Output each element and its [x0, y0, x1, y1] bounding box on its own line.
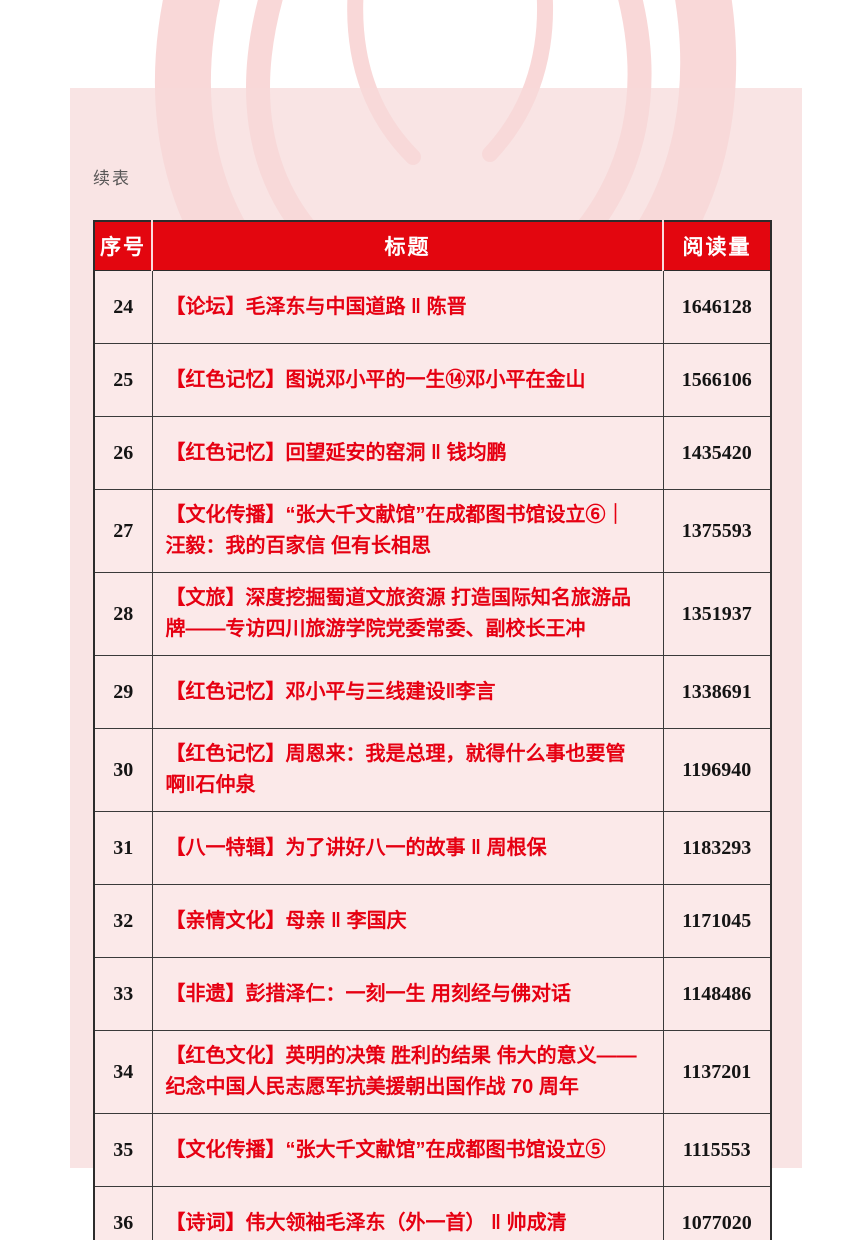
table-row: 28 【文旅】深度挖掘蜀道文旅资源 打造国际知名旅游品 牌——专访四川旅游学院党…	[93, 572, 772, 656]
row-number: 24	[93, 270, 153, 344]
row-number: 28	[93, 572, 153, 656]
article-title: 【诗词】伟大领袖毛泽东（外一首） ‖ 帅成清	[151, 1186, 664, 1240]
article-title: 【论坛】毛泽东与中国道路 ‖ 陈晋	[151, 270, 664, 344]
read-count: 1077020	[662, 1186, 772, 1240]
read-count: 1338691	[662, 655, 772, 729]
table-row: 36 【诗词】伟大领袖毛泽东（外一首） ‖ 帅成清 1077020	[93, 1186, 772, 1240]
row-number: 36	[93, 1186, 153, 1240]
article-title: 【红色记忆】回望延安的窑洞 ‖ 钱均鹏	[151, 416, 664, 490]
table-row: 35 【文化传播】“张大千文献馆”在成都图书馆设立⑤ 1115553	[93, 1113, 772, 1187]
read-count: 1351937	[662, 572, 772, 656]
article-title: 【文旅】深度挖掘蜀道文旅资源 打造国际知名旅游品 牌——专访四川旅游学院党委常委…	[151, 572, 664, 656]
column-header-reads: 阅读量	[662, 221, 771, 271]
read-count: 1566106	[662, 343, 772, 417]
read-count: 1435420	[662, 416, 772, 490]
articles-table: 序号 标题 阅读量 24 【论坛】毛泽东与中国道路 ‖ 陈晋 1646128 2…	[93, 220, 772, 1240]
table-row: 29 【红色记忆】邓小平与三线建设‖李言 1338691	[93, 655, 772, 729]
content-panel: 续表 序号 标题 阅读量 24 【论坛】毛泽东与中国道路 ‖ 陈晋 164612…	[70, 88, 802, 1240]
article-title: 【非遗】彭措泽仁：一刻一生 用刻经与佛对话	[151, 957, 664, 1031]
row-number: 32	[93, 884, 153, 958]
table-row: 30 【红色记忆】周恩来：我是总理，就得什么事也要管 啊‖石仲泉 1196940	[93, 728, 772, 812]
article-title: 【红色记忆】邓小平与三线建设‖李言	[151, 655, 664, 729]
article-title: 【红色文化】英明的决策 胜利的结果 伟大的意义—— 纪念中国人民志愿军抗美援朝出…	[151, 1030, 664, 1114]
read-count: 1148486	[662, 957, 772, 1031]
row-number: 34	[93, 1030, 153, 1114]
column-header-title: 标题	[151, 221, 663, 271]
table-header-row: 序号 标题 阅读量	[94, 221, 771, 271]
table-row: 33 【非遗】彭措泽仁：一刻一生 用刻经与佛对话 1148486	[93, 957, 772, 1031]
table-row: 25 【红色记忆】图说邓小平的一生⑭邓小平在金山 1566106	[93, 343, 772, 417]
row-number: 25	[93, 343, 153, 417]
article-title: 【文化传播】“张大千文献馆”在成都图书馆设立⑤	[151, 1113, 664, 1187]
read-count: 1375593	[662, 489, 772, 573]
row-number: 29	[93, 655, 153, 729]
table-row: 34 【红色文化】英明的决策 胜利的结果 伟大的意义—— 纪念中国人民志愿军抗美…	[93, 1030, 772, 1114]
row-number: 27	[93, 489, 153, 573]
article-title: 【亲情文化】母亲 ‖ 李国庆	[151, 884, 664, 958]
row-number: 30	[93, 728, 153, 812]
row-number: 31	[93, 811, 153, 885]
article-title: 【文化传播】“张大千文献馆”在成都图书馆设立⑥｜ 汪毅：我的百家信 但有长相思	[151, 489, 664, 573]
read-count: 1137201	[662, 1030, 772, 1114]
table-row: 31 【八一特辑】为了讲好八一的故事 ‖ 周根保 1183293	[93, 811, 772, 885]
read-count: 1171045	[662, 884, 772, 958]
read-count: 1115553	[662, 1113, 772, 1187]
row-number: 33	[93, 957, 153, 1031]
article-title: 【红色记忆】图说邓小平的一生⑭邓小平在金山	[151, 343, 664, 417]
read-count: 1183293	[662, 811, 772, 885]
row-number: 35	[93, 1113, 153, 1187]
article-title: 【红色记忆】周恩来：我是总理，就得什么事也要管 啊‖石仲泉	[151, 728, 664, 812]
table-row: 24 【论坛】毛泽东与中国道路 ‖ 陈晋 1646128	[93, 270, 772, 344]
article-title: 【八一特辑】为了讲好八一的故事 ‖ 周根保	[151, 811, 664, 885]
table-row: 27 【文化传播】“张大千文献馆”在成都图书馆设立⑥｜ 汪毅：我的百家信 但有长…	[93, 489, 772, 573]
continued-table-label: 续表	[93, 169, 131, 188]
row-number: 26	[93, 416, 153, 490]
read-count: 1196940	[662, 728, 772, 812]
read-count: 1646128	[662, 270, 772, 344]
table-body: 24 【论坛】毛泽东与中国道路 ‖ 陈晋 1646128 25 【红色记忆】图说…	[93, 270, 772, 1240]
column-header-no: 序号	[94, 221, 152, 271]
table-row: 32 【亲情文化】母亲 ‖ 李国庆 1171045	[93, 884, 772, 958]
table-row: 26 【红色记忆】回望延安的窑洞 ‖ 钱均鹏 1435420	[93, 416, 772, 490]
